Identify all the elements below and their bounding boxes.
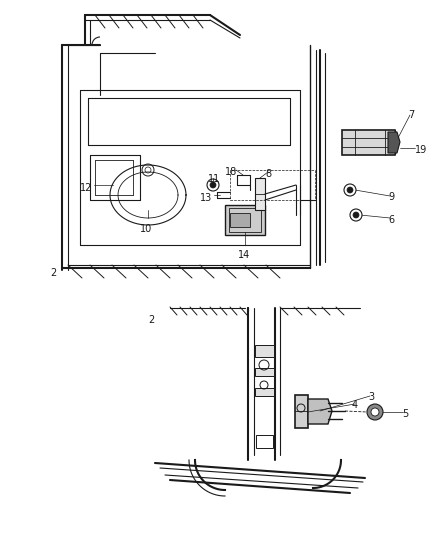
Polygon shape (295, 395, 308, 428)
Text: 9: 9 (388, 192, 394, 202)
Text: 7: 7 (408, 110, 414, 120)
Polygon shape (225, 205, 265, 235)
Polygon shape (230, 213, 250, 227)
Circle shape (350, 209, 362, 221)
Polygon shape (255, 368, 274, 376)
Circle shape (210, 182, 216, 188)
Text: 5: 5 (402, 409, 408, 419)
Polygon shape (388, 132, 400, 153)
Polygon shape (308, 399, 332, 424)
Text: 14: 14 (238, 250, 250, 260)
Text: 3: 3 (368, 392, 374, 402)
Circle shape (353, 212, 359, 218)
Text: 12: 12 (80, 183, 92, 193)
Polygon shape (255, 178, 265, 210)
Text: 19: 19 (415, 145, 427, 155)
Circle shape (371, 408, 379, 416)
Text: 2: 2 (148, 315, 154, 325)
Text: 2: 2 (50, 268, 56, 278)
Circle shape (347, 187, 353, 193)
Polygon shape (342, 130, 398, 155)
Text: 13: 13 (200, 193, 212, 203)
Text: 6: 6 (388, 215, 394, 225)
Circle shape (367, 404, 383, 420)
Polygon shape (255, 388, 274, 396)
Text: 11: 11 (208, 174, 220, 184)
Text: 4: 4 (352, 400, 358, 410)
Text: 10: 10 (140, 224, 152, 234)
Circle shape (344, 184, 356, 196)
Text: 8: 8 (265, 169, 271, 179)
Text: 18: 18 (225, 167, 237, 177)
Polygon shape (255, 345, 274, 357)
